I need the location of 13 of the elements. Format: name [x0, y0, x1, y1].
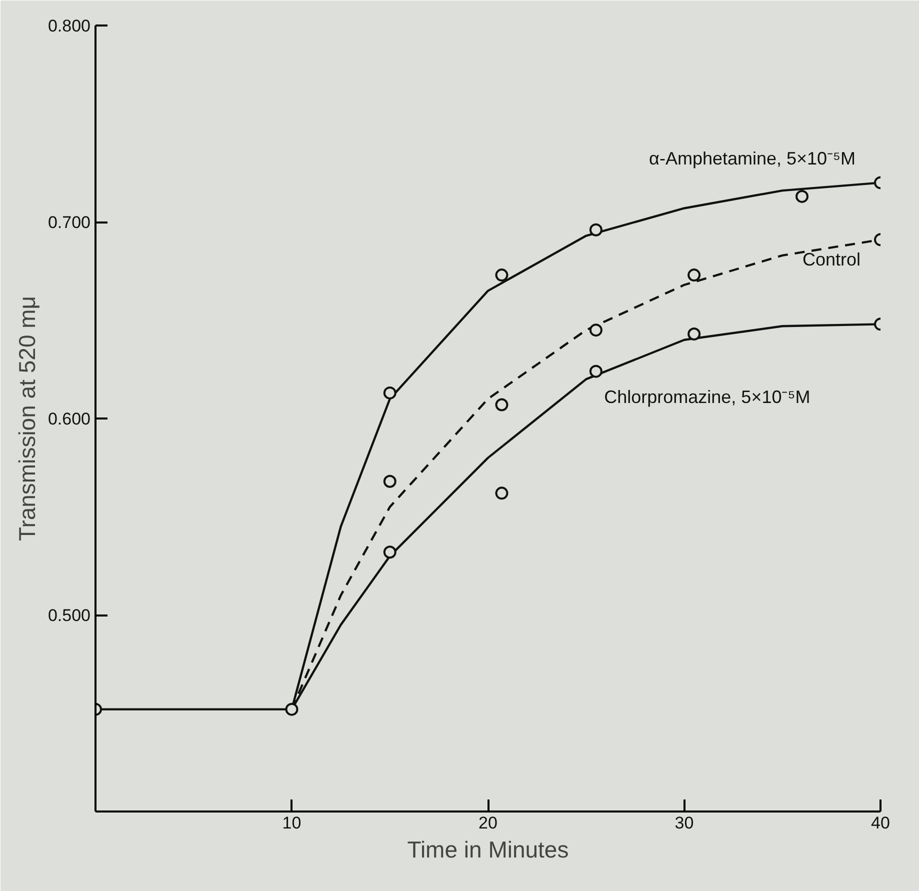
y-tick-label: 0.800 — [48, 16, 91, 36]
y-tick-label: 0.600 — [48, 410, 91, 428]
x-axis-title: Time in Minutes — [407, 836, 569, 862]
x-tick-label: 40 — [871, 814, 890, 832]
x-tick-label: 30 — [674, 814, 694, 832]
series-label: Control — [802, 250, 861, 270]
y-tick-label: 0.700 — [48, 213, 91, 232]
y-axis-title: Transmission at 520 mμ — [14, 296, 40, 542]
series-label: Chlorpromazine, 5×10⁻⁵M — [604, 387, 810, 408]
x-tick-label: 20 — [478, 814, 498, 832]
y-tick-label: 0.500 — [48, 606, 91, 625]
series-label: α-Amphetamine, 5×10⁻⁵M — [649, 148, 856, 169]
x-tick-label: 10 — [282, 814, 302, 832]
